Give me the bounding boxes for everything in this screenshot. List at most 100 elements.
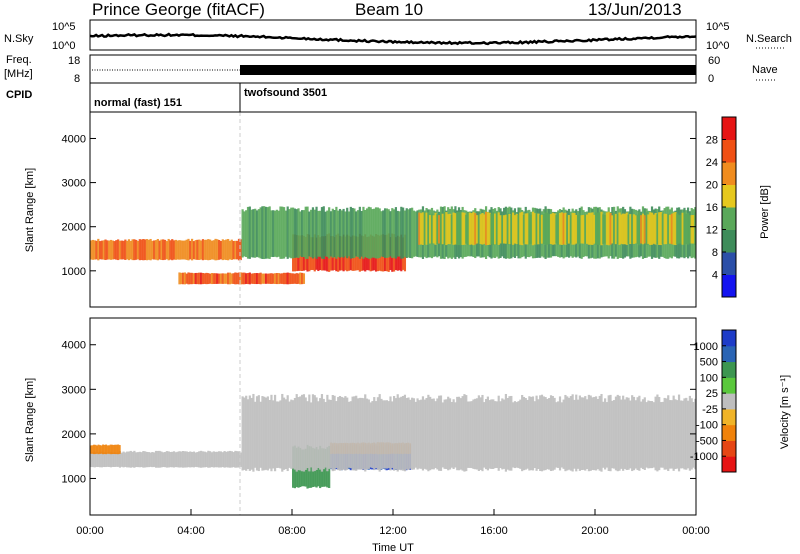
power-echo-cell: [677, 215, 681, 244]
velocity-echo-cell: [333, 395, 336, 471]
power-echo-cell: [239, 239, 242, 261]
power-echo-cell: [198, 272, 201, 285]
velocity-echo-cell: [367, 399, 370, 469]
velocity-echo-cell: [185, 451, 188, 468]
power-echo-cell: [681, 212, 684, 245]
velocity-colorbar-tick-label: 100: [700, 372, 718, 384]
power-echo-cell: [118, 240, 122, 260]
velocity-echo-cell: [140, 452, 143, 468]
velocity-echo-cell: [438, 395, 441, 471]
power-echo-cell: [162, 239, 165, 261]
velocity-echo-cell: [378, 394, 381, 472]
velocity-echo-cell: [203, 451, 206, 468]
velocity-echo-cell: [151, 452, 154, 468]
power-echo-cell: [282, 272, 286, 285]
power-echo-cell: [616, 213, 619, 245]
power-echo-cell: [180, 240, 183, 260]
velocity-echo-cell: [96, 445, 98, 454]
power-echo-cell: [145, 239, 149, 261]
power-echo-cell: [378, 208, 381, 258]
velocity-echo-cell: [674, 399, 677, 469]
power-echo-cell: [221, 239, 224, 261]
velocity-echo-cell: [584, 396, 587, 471]
velocity-echo-cell: [221, 452, 224, 468]
x-axis-label: Time UT: [372, 542, 414, 554]
power-echo-cell: [540, 214, 544, 244]
velocity-echo-cell: [189, 451, 192, 468]
power-echo-cell: [275, 273, 278, 285]
power-echo-cell: [254, 273, 257, 285]
velocity-echo-cell: [353, 396, 356, 471]
velocity-echo-cell: [609, 394, 612, 472]
power-echo-cell: [185, 273, 188, 284]
power-echo-cell: [205, 272, 208, 285]
velocity-echo-cell: [286, 395, 289, 472]
power-echo-cell: [153, 240, 156, 260]
power-echo-cell: [277, 273, 280, 285]
power-echo-cell: [311, 207, 315, 259]
velocity-echo-cell: [546, 398, 549, 470]
y-tick-label: 2000: [62, 429, 86, 441]
velocity-echo-cell: [169, 452, 172, 468]
velocity-echo-cell: [640, 401, 643, 468]
velocity-echo-cell: [293, 397, 297, 470]
velocity-echo-cell: [652, 402, 655, 468]
power-echo-cell: [528, 213, 531, 245]
velocity-echo-cell: [495, 401, 499, 468]
velocity-echo-cell: [246, 399, 250, 470]
velocity-echo-cell: [616, 394, 619, 472]
power-echo-cell: [459, 211, 462, 246]
velocity-echo-cell: [91, 452, 95, 468]
velocity-echo-cell: [539, 395, 542, 471]
power-echo-cell: [203, 273, 206, 284]
power-echo-cell: [549, 214, 553, 245]
velocity-echo-cell: [663, 397, 666, 470]
power-echo-cell: [690, 215, 693, 244]
power-echo-cell: [288, 209, 291, 258]
power-echo-cell: [313, 209, 316, 258]
power-echo-cell: [503, 215, 506, 244]
velocity-echo-cell: [205, 452, 208, 468]
power-echo-cell: [203, 239, 206, 260]
power-echo-cell: [394, 207, 398, 259]
velocity-colorbar-tick-label: -100: [696, 420, 718, 432]
power-colorbar-tick-label: 20: [706, 180, 718, 192]
velocity-ylabel: Slant Range [km]: [24, 378, 36, 462]
power-echo-cell: [564, 212, 567, 245]
velocity-colorbar-swatch: [722, 456, 736, 473]
power-echo-cell: [672, 212, 675, 245]
power-colorbar: 28 24 20 16 12 8 4: [706, 116, 737, 298]
power-echo-cell: [135, 239, 138, 260]
velocity-echo-cell: [504, 393, 508, 472]
power-echo-cell: [255, 273, 259, 285]
velocity-colorbar-swatch: [722, 361, 736, 378]
velocity-echo-cell: [209, 451, 212, 468]
noise-trace: [89, 32, 697, 46]
velocity-echo-cell: [192, 451, 196, 468]
power-echo-cell: [257, 209, 260, 258]
power-echo-cell: [234, 272, 237, 285]
velocity-echo-cell: [138, 451, 141, 468]
velocity-echo-cell: [91, 445, 94, 454]
power-echo-cell: [685, 213, 688, 245]
velocity-echo-cell: [425, 397, 428, 470]
power-echo-cell: [647, 214, 650, 244]
power-echo-cell: [668, 214, 672, 244]
velocity-echo-cell: [371, 401, 374, 469]
velocity-echo-cell: [506, 397, 509, 470]
velocity-echo-cell: [517, 401, 520, 469]
y-tick-label: 1000: [62, 266, 86, 278]
power-echo-cell: [279, 273, 282, 284]
velocity-echo-cell: [201, 451, 205, 468]
noise-panel-frame: [89, 19, 697, 51]
velocity-echo-cell: [562, 399, 565, 469]
power-echo-cell: [117, 239, 120, 261]
power-echo-cell: [201, 273, 205, 285]
power-echo-cell: [122, 240, 125, 260]
power-echo-cell: [328, 207, 331, 259]
velocity-echo-cell: [295, 394, 298, 472]
power-echo-cell: [470, 213, 473, 245]
velocity-echo-cell: [548, 398, 551, 470]
velocity-echo-cell: [362, 398, 365, 470]
power-echo-cell: [510, 214, 513, 244]
